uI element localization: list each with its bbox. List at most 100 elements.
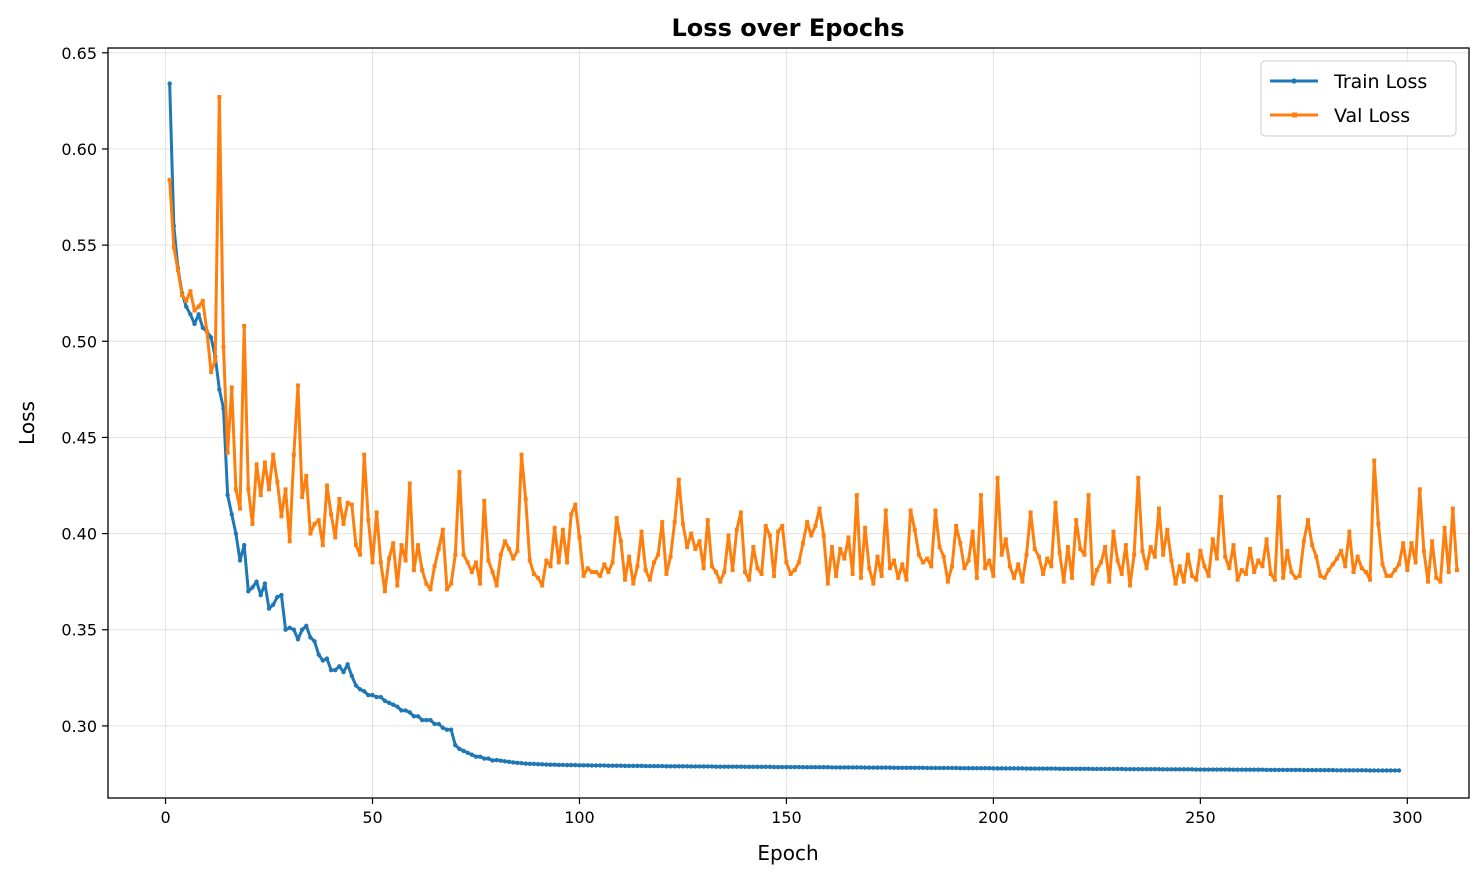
data-point: [1247, 767, 1253, 772]
data-point: [772, 573, 777, 578]
data-point: [780, 523, 785, 528]
data-point: [639, 763, 644, 769]
data-point: [407, 481, 412, 486]
data-point: [685, 545, 690, 550]
data-point: [449, 581, 454, 586]
data-point: [970, 765, 975, 771]
data-point: [246, 589, 251, 594]
data-point: [440, 725, 446, 731]
data-point: [387, 556, 392, 561]
data-point: [1450, 506, 1455, 511]
data-point: [1372, 768, 1377, 773]
data-point: [593, 763, 599, 768]
data-point: [771, 764, 777, 770]
y-axis-label: Loss: [15, 401, 39, 445]
data-point: [494, 757, 499, 763]
data-point: [788, 764, 793, 770]
data-point: [788, 571, 793, 576]
data-point: [743, 570, 748, 575]
data-point: [631, 581, 636, 586]
series-layer: [167, 81, 1459, 773]
y-tick-label: 0.45: [61, 428, 97, 447]
data-point: [1136, 475, 1141, 480]
data-point: [1363, 768, 1369, 773]
data-point: [846, 765, 851, 770]
data-point: [1082, 552, 1087, 557]
data-point: [1086, 766, 1091, 771]
data-point: [627, 554, 632, 559]
data-point: [502, 539, 507, 544]
data-point: [602, 562, 607, 567]
data-point: [548, 762, 553, 767]
data-point: [225, 450, 230, 455]
data-point: [469, 570, 474, 575]
data-point: [933, 508, 938, 513]
data-point: [598, 573, 603, 578]
data-point: [896, 575, 901, 580]
data-point: [200, 325, 205, 331]
data-point: [531, 571, 536, 576]
data-point: [577, 763, 582, 768]
data-point: [1347, 768, 1352, 773]
data-point: [933, 765, 938, 771]
data-point: [949, 765, 955, 771]
data-point: [1189, 767, 1195, 772]
data-point: [432, 721, 437, 727]
data-point: [747, 577, 752, 582]
data-point: [916, 765, 922, 771]
data-point: [548, 564, 553, 569]
data-point: [217, 387, 222, 392]
data-point: [391, 541, 396, 546]
legend-marker: [1292, 112, 1297, 118]
data-point: [1160, 767, 1166, 772]
data-point: [581, 573, 586, 578]
data-point: [300, 495, 305, 500]
data-point: [523, 496, 528, 501]
data-point: [1338, 768, 1344, 773]
x-axis-ticks: 0 50 100 150 200 250 300: [160, 798, 1423, 827]
data-point: [250, 585, 255, 590]
data-point: [1289, 570, 1294, 575]
data-point: [1297, 767, 1302, 773]
data-point: [643, 763, 648, 769]
data-point: [714, 570, 719, 575]
data-point: [689, 531, 694, 536]
data-point: [287, 625, 292, 631]
data-point: [564, 762, 570, 768]
data-point: [486, 756, 491, 761]
data-point: [887, 765, 893, 770]
data-point: [1057, 550, 1062, 555]
data-point: [1198, 767, 1203, 772]
data-point: [1094, 568, 1099, 573]
data-point: [345, 662, 350, 667]
data-point: [552, 525, 557, 530]
data-point: [1297, 573, 1302, 578]
data-point: [221, 345, 226, 350]
data-point: [312, 521, 317, 526]
data-point: [925, 556, 930, 561]
y-tick-label: 0.60: [61, 140, 97, 159]
data-point: [1264, 767, 1269, 773]
data-point: [1301, 767, 1307, 773]
data-point: [854, 765, 859, 770]
data-point: [1330, 562, 1335, 567]
data-point: [1127, 766, 1133, 772]
data-point: [1235, 767, 1240, 772]
data-point: [813, 523, 818, 528]
data-point: [337, 664, 342, 669]
data-point: [1173, 767, 1178, 772]
y-tick-label: 0.35: [61, 621, 97, 640]
data-point: [477, 754, 483, 759]
data-point: [399, 543, 404, 548]
data-point: [225, 492, 230, 498]
data-point: [473, 560, 478, 565]
data-point: [701, 764, 706, 769]
data-point: [254, 462, 259, 467]
data-point: [382, 589, 387, 594]
data-point: [597, 763, 603, 768]
data-point: [1446, 570, 1451, 575]
data-point: [478, 581, 483, 586]
data-point: [655, 763, 661, 769]
data-point: [1310, 543, 1315, 548]
data-point: [734, 527, 739, 532]
